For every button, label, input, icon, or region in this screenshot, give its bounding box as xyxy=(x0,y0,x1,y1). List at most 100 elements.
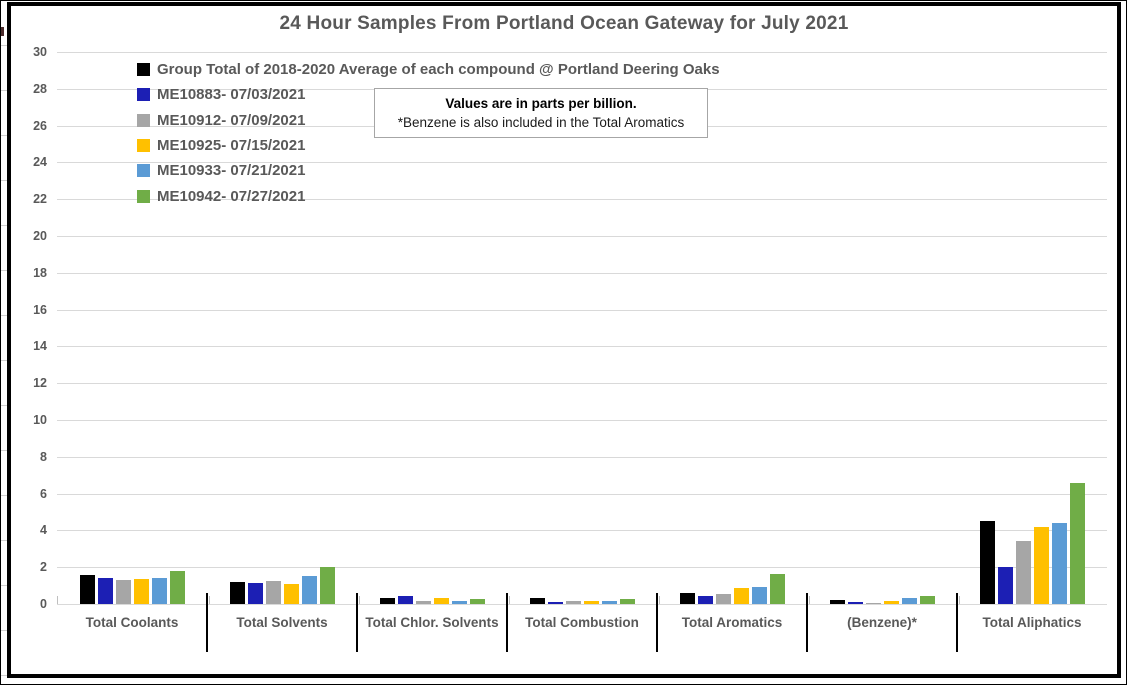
y-axis-tick-label: 12 xyxy=(33,376,47,391)
x-axis-category-label: (Benzene)* xyxy=(847,615,917,630)
legend-item-5: ME10942- 07/27/2021 xyxy=(137,183,720,208)
legend-swatch-icon xyxy=(137,88,150,102)
edge-artifact xyxy=(1,27,4,36)
bar-total-solvents-s2 xyxy=(265,581,281,604)
y-axis-tick-label: 4 xyxy=(40,523,47,538)
y-axis-tick-label: 8 xyxy=(40,449,47,464)
gridline xyxy=(57,493,1107,495)
bar-total-solvents-s5 xyxy=(319,567,335,604)
x-axis-category-label: Total Chlor. Solvents xyxy=(365,615,499,630)
legend-label: ME10942- 07/27/2021 xyxy=(157,187,306,205)
bar-total-aromatics-s4 xyxy=(751,587,767,604)
bar-total-coolants-s5 xyxy=(169,571,185,604)
y-axis-tick-label: 2 xyxy=(40,560,47,575)
bar-total-coolants-s3 xyxy=(133,579,149,604)
y-axis-tick-label: 14 xyxy=(33,339,47,354)
category-divider xyxy=(806,593,808,652)
bar-total-aromatics-s2 xyxy=(715,594,731,604)
annotation-line-2: *Benzene is also included in the Total A… xyxy=(397,115,685,130)
gridline xyxy=(57,236,1107,237)
bar-total-aliphatics-s4 xyxy=(1051,523,1067,604)
bar-total-coolants-s4 xyxy=(151,578,167,604)
chart-title: 24 Hour Samples From Portland Ocean Gate… xyxy=(279,13,849,34)
gridline xyxy=(57,604,1107,605)
category-divider xyxy=(206,593,208,652)
x-axis-category-label: Total Solvents xyxy=(236,615,328,630)
y-axis-tick-label: 10 xyxy=(33,413,47,427)
y-axis-tick-label: 30 xyxy=(33,45,47,59)
gridline xyxy=(57,272,1107,274)
gridline xyxy=(57,383,1107,385)
y-axis-tick-label: 22 xyxy=(33,192,47,207)
bar--benzene--s4 xyxy=(901,598,917,604)
x-axis-tick xyxy=(659,596,660,604)
bar-total-chlor-solvents-s0 xyxy=(379,598,395,604)
bar-total-aromatics-s0 xyxy=(679,593,695,604)
annotation-box: Values are in parts per billion. *Benzen… xyxy=(374,88,708,138)
bar-total-aromatics-s5 xyxy=(769,574,785,604)
bar-total-combustion-s2 xyxy=(565,601,581,604)
x-axis-tick xyxy=(809,596,810,604)
gridline xyxy=(57,346,1107,348)
bar-total-chlor-solvents-s3 xyxy=(433,598,449,604)
chart-legend: Group Total of 2018-2020 Average of each… xyxy=(137,57,720,209)
legend-item-3: ME10925- 07/15/2021 xyxy=(137,133,720,158)
legend-label: ME10925- 07/15/2021 xyxy=(157,137,306,155)
bar-total-combustion-s4 xyxy=(601,601,617,604)
bar-total-solvents-s1 xyxy=(247,583,263,604)
legend-swatch-icon xyxy=(137,139,150,153)
legend-label: ME10883- 07/03/2021 xyxy=(157,86,306,104)
y-axis-tick-label: 18 xyxy=(33,265,47,280)
bar-total-coolants-s2 xyxy=(115,580,131,604)
bar--benzene--s3 xyxy=(883,601,899,604)
gridline xyxy=(57,456,1107,458)
legend-item-1: ME10883- 07/03/2021 xyxy=(137,82,720,107)
gridline xyxy=(57,309,1107,311)
x-axis-tick xyxy=(509,596,510,604)
bar-total-aliphatics-s1 xyxy=(997,567,1013,604)
annotation-line-1: Values are in parts per billion. xyxy=(445,96,637,111)
bar-total-chlor-solvents-s5 xyxy=(469,599,485,604)
bar-total-solvents-s4 xyxy=(301,576,317,604)
gridline xyxy=(57,52,1107,53)
y-axis-tick-label: 26 xyxy=(33,118,47,133)
legend-label: ME10933- 07/21/2021 xyxy=(157,162,306,180)
legend-swatch-icon xyxy=(137,113,150,127)
gridline xyxy=(57,420,1107,421)
bar-total-combustion-s5 xyxy=(619,599,635,604)
category-divider xyxy=(356,593,358,652)
bar-total-solvents-s0 xyxy=(229,582,245,604)
y-axis-tick-label: 28 xyxy=(33,81,47,96)
category-divider xyxy=(506,593,508,652)
bar-total-aliphatics-s5 xyxy=(1069,483,1085,604)
legend-label: Group Total of 2018-2020 Average of each… xyxy=(157,61,720,79)
y-axis-tick-label: 20 xyxy=(33,229,47,243)
bar-total-chlor-solvents-s2 xyxy=(415,601,431,604)
legend-item-2: ME10912- 07/09/2021 xyxy=(137,108,720,133)
category-divider xyxy=(656,593,658,652)
bar-total-combustion-s0 xyxy=(529,598,545,604)
bar-total-aromatics-s3 xyxy=(733,588,749,604)
bar-total-combustion-s3 xyxy=(583,601,599,604)
category-divider xyxy=(956,593,958,652)
bar-total-combustion-s1 xyxy=(547,602,563,604)
x-axis-tick xyxy=(359,596,360,604)
x-axis-category-label: Total Aromatics xyxy=(681,615,783,630)
gridline xyxy=(57,567,1107,569)
x-axis-category-label: Total Coolants xyxy=(85,615,179,630)
bar--benzene--s0 xyxy=(829,600,845,604)
gridline xyxy=(57,162,1107,164)
legend-swatch-icon xyxy=(137,164,150,178)
x-axis-category-label: Total Combustion xyxy=(525,615,639,630)
y-axis-tick-label: 24 xyxy=(33,155,47,170)
y-axis-tick-label: 16 xyxy=(33,302,47,317)
x-axis-category-label: Total Aliphatics xyxy=(982,615,1082,630)
gridline xyxy=(57,530,1107,532)
legend-item-4: ME10933- 07/21/2021 xyxy=(137,158,720,183)
bar-total-coolants-s0 xyxy=(79,575,95,604)
bar-total-aromatics-s1 xyxy=(697,596,713,604)
bar--benzene--s1 xyxy=(847,602,863,604)
y-axis-tick-label: 6 xyxy=(40,486,47,501)
legend-swatch-icon xyxy=(137,63,150,77)
